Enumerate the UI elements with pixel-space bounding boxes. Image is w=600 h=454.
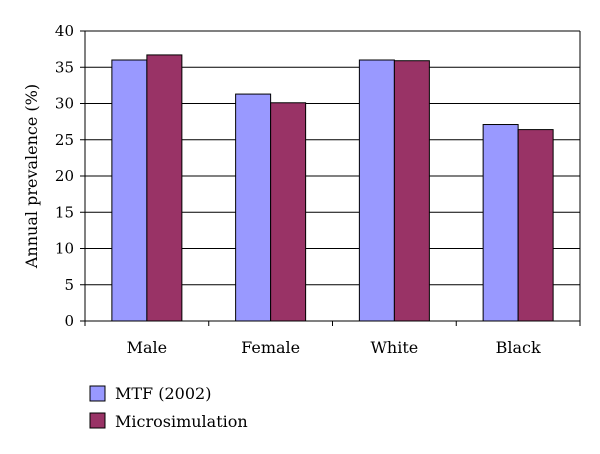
bars [111,54,554,322]
y-tick-label-25: 25 [55,131,74,149]
y-tick-label-10: 10 [55,240,74,258]
bar-black-microsimulation [517,129,554,322]
y-axis-label: Annual prevalence (%) [22,84,41,269]
x-category-label-male: Male [127,338,168,357]
bar-white-mtf [358,59,395,322]
bar-black-mtf [482,124,519,322]
bar-white-microsimulation [393,60,430,322]
x-category-label-female: Female [241,338,300,357]
legend-label-microsimulation: Microsimulation [115,412,248,431]
y-tick-label-40: 40 [55,22,74,40]
x-category-labels: Male Female White Black [84,321,581,357]
legend-swatch-mtf [89,385,106,402]
y-tick-label-35: 35 [55,58,74,76]
x-category-label-white: White [370,338,418,357]
legend-swatch-microsimulation [89,412,106,429]
y-tick-label-0: 0 [64,312,74,330]
y-ticks: 0 5 10 15 20 25 30 35 40 [55,22,85,330]
bar-male-mtf [111,59,148,322]
legend-label-mtf: MTF (2002) [115,384,211,403]
bar-female-microsimulation [270,102,307,322]
y-tick-label-15: 15 [55,203,74,221]
legend: MTF (2002) Microsimulation [89,384,248,431]
y-tick-label-20: 20 [55,167,74,185]
bar-female-mtf [235,93,272,322]
y-tick-label-30: 30 [55,95,74,113]
bar-male-microsimulation [146,54,183,322]
x-category-label-black: Black [496,338,541,357]
y-tick-label-5: 5 [64,276,74,294]
